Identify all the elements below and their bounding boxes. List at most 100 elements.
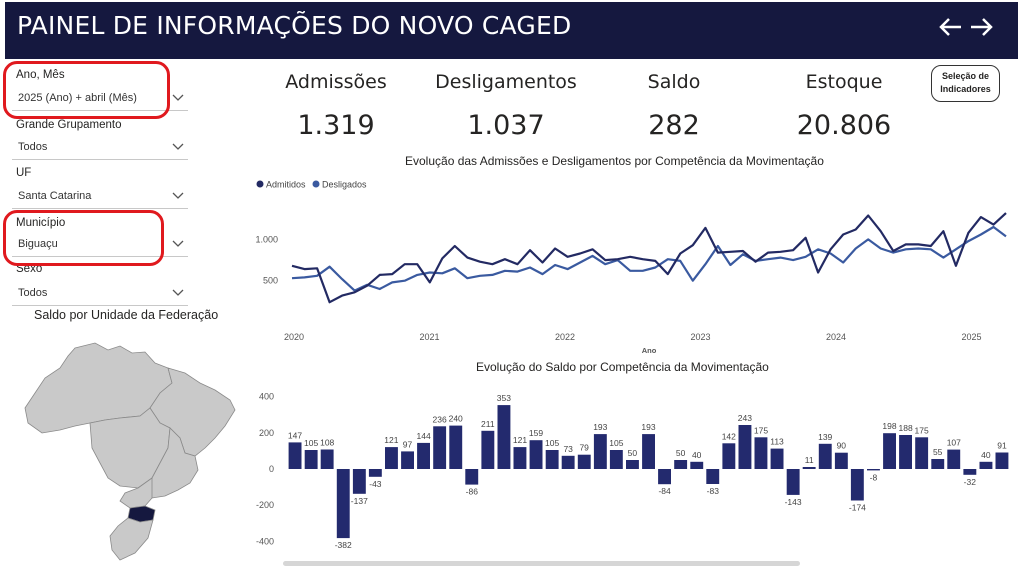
filter-select-municipio[interactable]: Biguaçu [12, 234, 188, 257]
filter-value: Santa Catarina [18, 190, 92, 202]
data-label: 147 [288, 430, 302, 440]
bar [786, 469, 800, 495]
series-line-admitidos [291, 212, 1007, 304]
bar [658, 469, 671, 485]
data-label: 159 [529, 428, 543, 438]
bar [529, 440, 543, 469]
data-label: 50 [676, 448, 686, 458]
filter-label-grande-grupamento: Grande Grupamento [16, 119, 122, 131]
bar [545, 450, 559, 469]
bar [979, 461, 993, 469]
chevron-down-icon [172, 240, 184, 247]
data-label: 198 [882, 421, 896, 431]
bar [818, 443, 832, 469]
kpi-value-admissoes: 1.319 [297, 110, 375, 141]
selection-line2: Indicadores [940, 84, 991, 94]
filter-value: Biguaçu [18, 238, 58, 250]
filter-value: 2025 (Ano) + abril (Mês) [18, 92, 137, 104]
x-tick-label: 2023 [690, 332, 710, 342]
bar [995, 452, 1009, 469]
bar [754, 437, 768, 469]
bar [802, 467, 816, 469]
bar [401, 451, 414, 469]
bar [577, 454, 591, 469]
data-label: 240 [449, 414, 463, 424]
data-label: 236 [433, 414, 447, 424]
data-label: -8 [870, 472, 878, 482]
filter-label-uf: UF [16, 167, 32, 179]
y-tick-label: 200 [259, 428, 274, 438]
x-tick-label: 2021 [419, 332, 439, 342]
x-tick-label: 2025 [961, 332, 981, 342]
y-tick-label: -200 [256, 500, 274, 510]
arrow-left-icon[interactable] [937, 14, 963, 46]
data-label: 105 [545, 438, 559, 448]
x-tick-label: 2022 [555, 332, 575, 342]
chevron-down-icon [172, 94, 184, 101]
data-label: -86 [466, 487, 479, 497]
series-line-desligados [291, 225, 1007, 292]
data-label: 73 [563, 444, 573, 454]
data-label: -382 [335, 540, 352, 550]
legend-marker [312, 180, 320, 188]
data-label: 108 [320, 438, 334, 448]
page-title: PAINEL DE INFORMAÇÕES DO NOVO CAGED [17, 11, 572, 40]
arrow-right-icon[interactable] [969, 14, 995, 46]
kpi-label-saldo: Saldo [647, 71, 701, 93]
map-region-northeast [149, 367, 236, 457]
chevron-down-icon [172, 289, 184, 296]
map-region-rio-grande-do-sul [109, 517, 154, 561]
highlight-ano-mes [3, 61, 170, 119]
bar [352, 469, 366, 494]
data-label: 144 [417, 431, 431, 441]
data-label: 193 [641, 422, 655, 432]
bar [850, 469, 864, 501]
bar [481, 430, 495, 469]
scrollbar[interactable] [283, 561, 800, 566]
y-tick-label: 500 [263, 276, 278, 286]
chevron-down-icon [172, 143, 184, 150]
bar [417, 442, 430, 469]
y-tick-label: -400 [256, 536, 274, 546]
map-title: Saldo por Unidade da Federação [34, 308, 219, 322]
data-label: 105 [609, 438, 623, 448]
map-region-southeast [144, 427, 199, 499]
legend-label: Desligados [322, 180, 367, 190]
filter-select-sexo[interactable]: Todos [12, 283, 188, 306]
chevron-down-icon [172, 192, 184, 199]
data-label: -174 [849, 503, 866, 513]
filter-select-grande-grupamento[interactable]: Todos [12, 137, 188, 160]
bar [931, 459, 945, 469]
bar [368, 469, 382, 477]
bar [561, 455, 575, 469]
data-label: 243 [738, 413, 752, 423]
kpi-label-desligamentos: Desligamentos [435, 71, 577, 93]
bar [497, 405, 511, 469]
brazil-map [24, 342, 236, 561]
bar [674, 460, 688, 469]
bar [433, 426, 447, 469]
data-label: 91 [997, 441, 1007, 451]
filter-select-uf[interactable]: Santa Catarina [12, 186, 188, 209]
y-tick-label: 400 [259, 392, 274, 402]
bar [336, 469, 350, 539]
y-tick-label: 0 [269, 464, 274, 474]
header-bar: PAINEL DE INFORMAÇÕES DO NOVO CAGED [5, 2, 1018, 59]
data-label: 175 [754, 425, 768, 435]
data-label: 121 [384, 435, 398, 445]
data-label: 193 [593, 422, 607, 432]
bar [690, 461, 704, 469]
y-tick-label: 1.000 [255, 234, 278, 244]
kpi-value-estoque: 20.806 [796, 110, 892, 141]
filter-label-municipio: Município [16, 217, 66, 229]
bar [385, 447, 398, 469]
kpi-label-admissoes: Admissões [285, 71, 387, 93]
data-label: -32 [964, 477, 977, 487]
selecao-indicadores-button[interactable]: Seleção de Indicadores [931, 65, 1000, 102]
filter-select-ano-mes[interactable]: 2025 (Ano) + abril (Mês) [12, 88, 188, 111]
line-chart-title: Evolução das Admissões e Desligamentos p… [405, 154, 824, 168]
data-label: 90 [837, 441, 847, 451]
bar [449, 425, 463, 469]
bar [899, 435, 912, 469]
